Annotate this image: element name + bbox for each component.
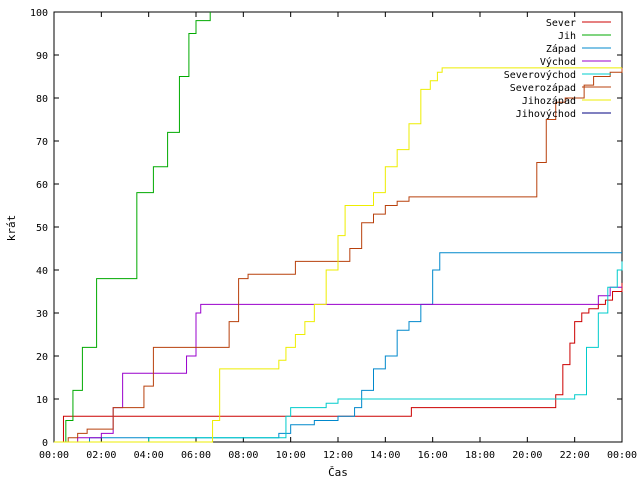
series-line-4 <box>54 261 623 443</box>
legend-label: Jihozápad <box>522 95 576 107</box>
x-tick-label: 04:00 <box>134 450 164 461</box>
x-tick-label: 02:00 <box>86 450 116 461</box>
series-line-3 <box>54 286 622 443</box>
legend-label: Severovýchod <box>504 69 576 81</box>
y-tick-label: 60 <box>36 180 48 191</box>
y-tick-label: 0 <box>42 438 48 449</box>
y-axis-label: krát <box>5 215 18 242</box>
series-line-2 <box>54 252 622 443</box>
legend-label: Severozápad <box>510 82 576 94</box>
x-tick-label: 00:00 <box>607 450 637 461</box>
x-tick-label: 00:00 <box>39 450 69 461</box>
x-tick-label: 06:00 <box>181 450 211 461</box>
y-tick-label: 100 <box>30 8 48 19</box>
x-tick-label: 10:00 <box>276 450 306 461</box>
x-tick-label: 12:00 <box>323 450 353 461</box>
series-line-1 <box>54 12 211 443</box>
x-tick-label: 18:00 <box>465 450 495 461</box>
series-layer <box>54 12 623 443</box>
axes-layer: 0 10 20 30 40 50 60 70 80 90 100 00:00 02:00 04:00 06:… <box>30 8 637 461</box>
x-tick-label: 20:00 <box>512 450 542 461</box>
legend-label: Jihovýchod <box>516 108 576 120</box>
y-tick-label: 70 <box>36 137 48 148</box>
legend-label: Sever <box>546 18 576 29</box>
y-tick-label: 40 <box>36 266 48 277</box>
x-tick-label: 22:00 <box>560 450 590 461</box>
series-line-6 <box>54 67 622 443</box>
x-axis-label: Čas <box>328 466 348 479</box>
series-line-0 <box>54 282 623 443</box>
y-tick-label: 10 <box>36 395 48 406</box>
legend: Sever JihZápadVýchodSeverovýchodSeverozáp… <box>504 18 611 120</box>
series-line-5 <box>54 67 623 443</box>
x-tick-label: 16:00 <box>418 450 448 461</box>
y-tick-label: 50 <box>36 223 48 234</box>
y-tick-label: 80 <box>36 94 48 105</box>
legend-label: Východ <box>540 56 576 68</box>
legend-label: Jih <box>558 31 576 42</box>
y-tick-label: 20 <box>36 352 48 363</box>
x-tick-label: 14:00 <box>370 450 400 461</box>
y-tick-label: 30 <box>36 309 48 320</box>
y-tick-label: 90 <box>36 51 48 62</box>
x-tick-label: 08:00 <box>228 450 258 461</box>
legend-label: Západ <box>546 43 576 55</box>
